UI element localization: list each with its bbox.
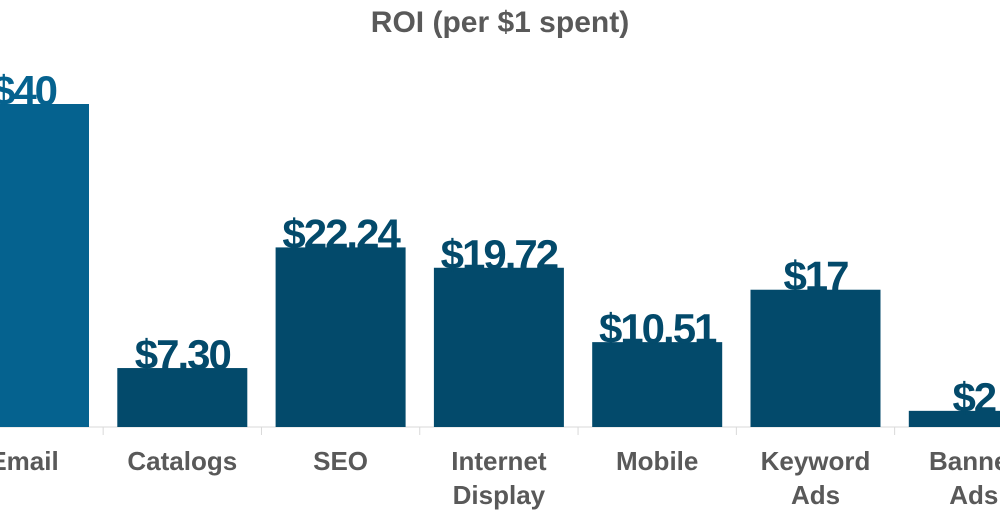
bar: [433, 267, 564, 427]
bar: [908, 410, 1000, 427]
value-label: $17: [783, 253, 848, 300]
value-label: $19.72: [441, 231, 558, 278]
value-label: $2: [952, 374, 995, 421]
bar: [275, 247, 406, 427]
x-tick-label: Email: [0, 446, 59, 476]
value-label: $10.51: [599, 305, 717, 352]
value-label: $22.24: [282, 210, 401, 257]
bar: [750, 289, 881, 427]
value-label: $40: [0, 67, 57, 114]
x-tick-label: Mobile: [616, 446, 699, 476]
x-tick-label: Catalogs: [127, 446, 238, 476]
bar: [117, 368, 248, 427]
x-tick-label: Banner Ads: [929, 446, 1000, 510]
bar: [592, 342, 723, 427]
chart-title: ROI (per $1 spent): [370, 6, 630, 39]
value-label: $7.30: [135, 331, 231, 378]
x-tick-label: SEO: [313, 446, 369, 476]
x-tick-label: Keyword Ads: [760, 446, 871, 510]
x-tick-label: Internet Display: [451, 446, 547, 510]
bar: [0, 104, 89, 427]
